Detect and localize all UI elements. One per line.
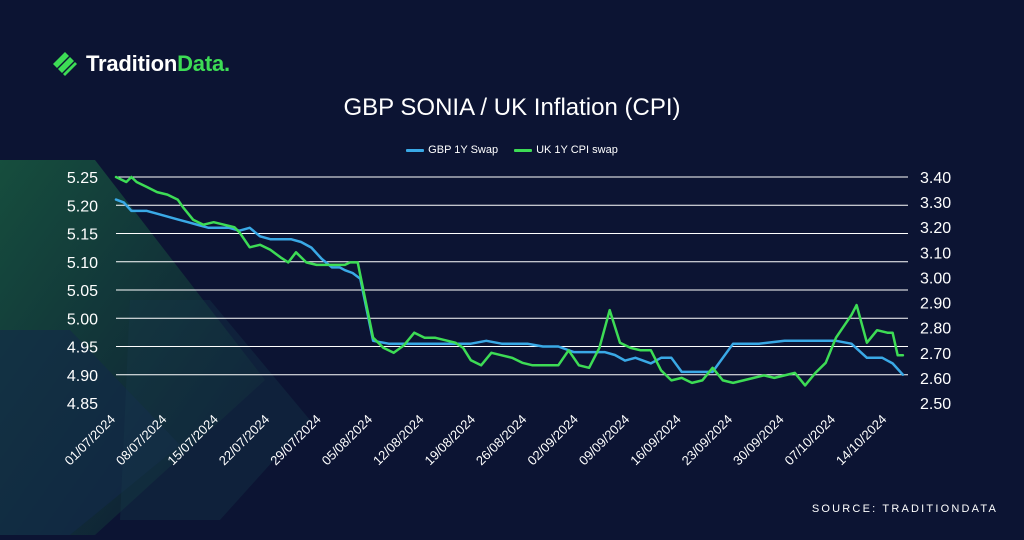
right-tick-label: 3.30 [920,195,951,212]
legend-label: UK 1Y CPI swap [536,144,618,156]
left-tick-label: 5.20 [67,198,98,215]
left-tick-label: 5.10 [67,255,98,272]
right-tick-label: 2.90 [920,296,951,313]
chart-legend: GBP 1Y Swap UK 1Y CPI swap [0,144,1024,156]
source-note: SOURCE: TRADITIONDATA [811,503,998,515]
right-tick-label: 2.50 [920,396,951,413]
legend-item-gbp-swap: GBP 1Y Swap [406,144,498,156]
left-tick-label: 4.85 [67,396,98,413]
left-tick-label: 5.25 [67,170,98,187]
x-tick-label: 14/10/2024 [833,412,890,469]
x-tick-label: 07/10/2024 [781,412,838,469]
grid-lines [116,176,908,376]
legend-item-uk-cpi: UK 1Y CPI swap [514,144,618,156]
x-tick-label: 19/08/2024 [421,412,478,469]
right-tick-label: 3.20 [920,220,951,237]
brand-logo: TraditionData. [52,50,230,78]
x-tick-label: 30/09/2024 [730,412,787,469]
brand-name: TraditionData. [86,51,230,77]
background-decoration [0,160,310,535]
left-axis-ticks: 5.25 5.20 5.15 5.10 5.05 5.00 4.95 4.90 4.85 [67,170,98,413]
series-line-gbp-1y-swap [114,198,905,376]
right-tick-label: 3.10 [920,245,951,262]
right-tick-label: 3.00 [920,270,951,287]
series-lines [114,175,905,387]
x-tick-label: 02/09/2024 [524,412,581,469]
chart-title: GBP SONIA / UK Inflation (CPI) [343,94,681,121]
right-tick-label: 3.40 [920,170,951,187]
left-tick-label: 5.00 [67,311,98,328]
x-tick-label: 23/09/2024 [679,412,736,469]
brand-name-accent: Data. [177,51,230,76]
brand-name-main: Tradition [86,51,178,76]
x-tick-label: 26/08/2024 [473,412,530,469]
left-tick-label: 4.95 [67,340,98,357]
left-tick-label: 4.90 [67,368,98,385]
right-tick-label: 2.80 [920,321,951,338]
legend-swatch [406,148,425,152]
series-line-uk-1y-cpi-swap [114,175,905,387]
legend-swatch [514,148,533,152]
left-tick-label: 5.15 [67,227,98,244]
right-axis-ticks: 3.40 3.30 3.20 3.10 3.00 2.90 2.80 2.70 2.60 2.50 [920,170,951,413]
x-tick-label: 12/08/2024 [370,412,427,469]
right-tick-label: 2.70 [920,346,951,363]
x-tick-label: 05/08/2024 [319,412,376,469]
right-tick-label: 2.60 [920,371,951,388]
x-tick-label: 09/09/2024 [576,412,633,469]
x-tick-label: 16/09/2024 [627,412,684,469]
left-tick-label: 5.05 [67,283,98,300]
legend-label: GBP 1Y Swap [428,144,499,156]
brand-mark-icon [53,52,77,76]
